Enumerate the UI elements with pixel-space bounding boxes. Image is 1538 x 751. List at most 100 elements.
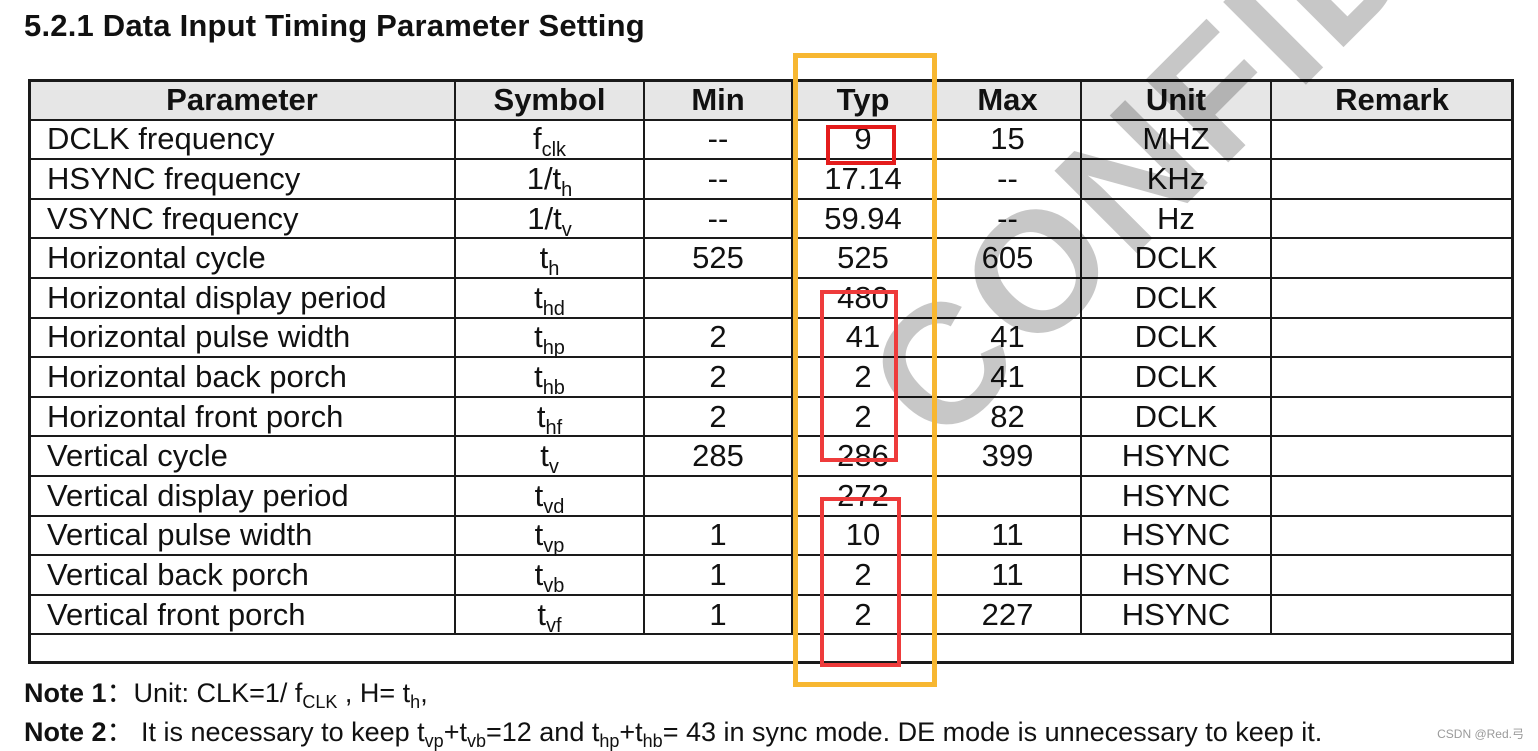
typ-cell: 525	[791, 237, 935, 279]
min-cell: 1	[643, 514, 793, 557]
unit-cell: Hz	[1080, 197, 1272, 240]
unit-cell: HSYNC	[1080, 435, 1272, 477]
typ-cell: 17.14	[791, 158, 935, 200]
typ-cell: 286	[791, 435, 935, 477]
max-cell: 41	[933, 316, 1082, 359]
unit-cell: DCLK	[1080, 276, 1272, 319]
max-cell: 82	[933, 395, 1082, 438]
max-cell	[933, 474, 1082, 517]
unit-cell: HSYNC	[1080, 474, 1272, 517]
parameter-cell: Vertical pulse width	[28, 514, 456, 557]
remark-cell	[1270, 395, 1514, 438]
min-cell: 525	[643, 237, 793, 279]
min-cell	[643, 474, 793, 517]
remark-cell	[1270, 474, 1514, 517]
source-credit: CSDN @Red.弓	[1437, 727, 1524, 741]
column-header-remark: Remark	[1270, 79, 1514, 121]
note-1: Note 1：Unit: CLK=1/ fCLK , H= th,	[24, 678, 428, 712]
min-cell: 285	[643, 435, 793, 477]
parameter-cell: Vertical back porch	[28, 554, 456, 596]
min-cell: 2	[643, 395, 793, 438]
parameter-cell: Horizontal back porch	[28, 356, 456, 398]
note-2-label: Note 2	[24, 717, 107, 747]
parameter-cell: DCLK frequency	[28, 118, 456, 161]
column-header-unit: Unit	[1080, 79, 1272, 121]
max-cell: 227	[933, 593, 1082, 636]
min-cell: --	[643, 158, 793, 200]
min-cell: 2	[643, 316, 793, 359]
remark-cell	[1270, 435, 1514, 477]
min-cell: 1	[643, 593, 793, 636]
max-cell: --	[933, 158, 1082, 200]
table-row: Horizontal front porch thf 2 2 82 DCLK	[28, 395, 1514, 438]
remark-cell	[1270, 593, 1514, 636]
typ-cell: 41	[791, 316, 935, 359]
parameter-cell: Horizontal display period	[28, 276, 456, 319]
symbol-cell: thb	[454, 356, 645, 398]
unit-cell: KHz	[1080, 158, 1272, 200]
max-cell	[933, 276, 1082, 319]
table-header-row: Parameter Symbol Min Typ Max Unit Remark	[28, 79, 1514, 121]
min-cell	[643, 276, 793, 319]
unit-cell: MHZ	[1080, 118, 1272, 161]
remark-cell	[1270, 554, 1514, 596]
symbol-cell: 1/tv	[454, 197, 645, 240]
table-row: DCLK frequency fclk -- 9 15 MHZ	[28, 118, 1514, 161]
symbol-cell: tvp	[454, 514, 645, 556]
unit-cell: DCLK	[1080, 356, 1272, 398]
column-header-parameter: Parameter	[28, 79, 456, 121]
symbol-cell: tvd	[454, 474, 645, 517]
remark-cell	[1270, 158, 1514, 200]
parameter-cell: Horizontal pulse width	[28, 316, 456, 359]
table-row: Vertical back porch tvb 1 2 11 HSYNC	[28, 554, 1514, 596]
remark-cell	[1270, 316, 1514, 359]
parameter-cell: Horizontal cycle	[28, 237, 456, 279]
remark-cell	[1270, 118, 1514, 161]
table-row: Horizontal display period thd 480 DCLK	[28, 276, 1514, 319]
table-row: Horizontal back porch thb 2 2 41 DCLK	[28, 356, 1514, 398]
typ-cell: 2	[791, 395, 935, 438]
note-1-label: Note 1	[24, 678, 107, 708]
min-cell: 1	[643, 554, 793, 596]
column-header-max: Max	[933, 79, 1082, 121]
typ-cell: 10	[791, 514, 935, 557]
typ-cell: 2	[791, 554, 935, 596]
column-header-typ: Typ	[791, 79, 935, 121]
symbol-cell: tvb	[454, 554, 645, 596]
parameter-cell: HSYNC frequency	[28, 158, 456, 200]
table-row: Horizontal cycle th 525 525 605 DCLK	[28, 237, 1514, 279]
timing-parameter-table: Parameter Symbol Min Typ Max Unit Remark…	[28, 79, 1514, 636]
table-row: VSYNC frequency 1/tv -- 59.94 -- Hz	[28, 197, 1514, 240]
parameter-cell: Vertical front porch	[28, 593, 456, 636]
symbol-cell: 1/th	[454, 158, 645, 200]
table-row: Vertical pulse width tvp 1 10 11 HSYNC	[28, 514, 1514, 557]
max-cell: 11	[933, 554, 1082, 596]
symbol-cell: fclk	[454, 118, 645, 160]
typ-cell: 2	[791, 593, 935, 636]
remark-cell	[1270, 237, 1514, 279]
max-cell: 15	[933, 118, 1082, 161]
typ-cell: 2	[791, 356, 935, 398]
symbol-cell: th	[454, 237, 645, 279]
column-header-min: Min	[643, 79, 793, 121]
typ-cell: 272	[791, 474, 935, 517]
unit-cell: HSYNC	[1080, 514, 1272, 557]
table-row: Horizontal pulse width thp 2 41 41 DCLK	[28, 316, 1514, 359]
parameter-cell: Horizontal front porch	[28, 395, 456, 438]
table-row: Vertical display period tvd 272 HSYNC	[28, 474, 1514, 517]
max-cell: 399	[933, 435, 1082, 477]
remark-cell	[1270, 514, 1514, 557]
unit-cell: DCLK	[1080, 395, 1272, 438]
remark-cell	[1270, 197, 1514, 240]
table-row: HSYNC frequency 1/th -- 17.14 -- KHz	[28, 158, 1514, 200]
typ-cell: 9	[791, 118, 935, 161]
parameter-cell: Vertical display period	[28, 474, 456, 517]
max-cell: 41	[933, 356, 1082, 398]
max-cell: --	[933, 197, 1082, 240]
symbol-cell: tvf	[454, 593, 645, 636]
min-cell: --	[643, 118, 793, 161]
symbol-cell: thp	[454, 316, 645, 358]
unit-cell: DCLK	[1080, 237, 1272, 279]
section-title: 5.2.1 Data Input Timing Parameter Settin…	[24, 8, 645, 43]
unit-cell: HSYNC	[1080, 593, 1272, 636]
